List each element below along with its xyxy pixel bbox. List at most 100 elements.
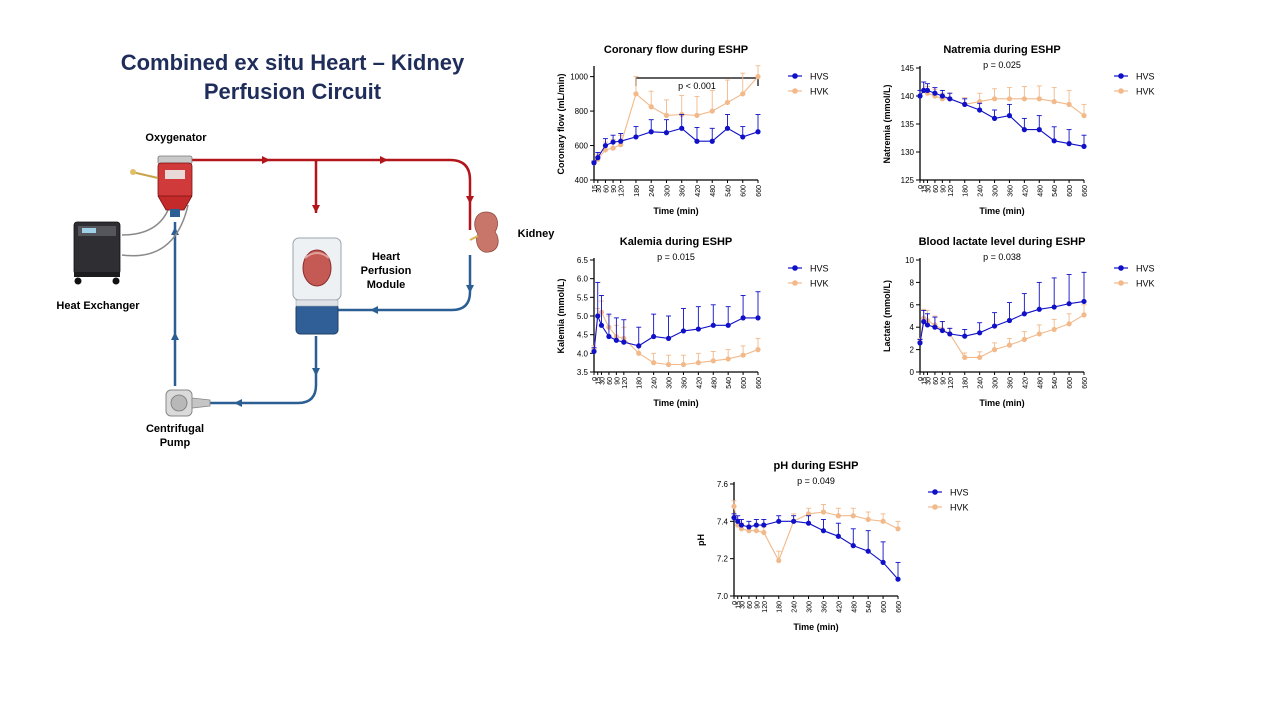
y-tick-label: 8 [910, 278, 915, 287]
data-point [1051, 326, 1057, 333]
x-tick-label: 120 [948, 185, 955, 197]
flow-arrow-icon [234, 399, 242, 407]
data-point [991, 347, 998, 353]
flow-arrow-icon [466, 285, 474, 293]
data-point [725, 322, 731, 328]
heat-exchanger-label: Heat Exchanger [56, 300, 140, 312]
legend-swatch-marker [1118, 280, 1124, 286]
x-tick-label: 480 [1037, 185, 1044, 197]
data-point [694, 112, 700, 118]
y-tick-label: 125 [901, 176, 915, 185]
x-tick-label: 120 [762, 601, 769, 613]
x-tick-label: 420 [696, 377, 703, 389]
y-tick-label: 0 [910, 368, 915, 377]
x-tick-label: 660 [756, 377, 763, 389]
data-point [755, 74, 761, 80]
y-tick-label: 1000 [570, 73, 588, 82]
x-tick-label: 660 [1082, 185, 1089, 197]
p-value-annotation: p = 0.049 [797, 476, 835, 486]
x-tick-label: 30 [599, 377, 606, 385]
data-point [991, 96, 998, 102]
legend-swatch-marker [1118, 88, 1124, 94]
x-tick-label: 300 [993, 185, 1000, 197]
data-point [835, 533, 841, 539]
x-tick-label: 540 [725, 185, 732, 197]
data-point [735, 518, 741, 524]
data-point [1066, 141, 1072, 147]
x-tick-label: 60 [607, 377, 614, 385]
legend-label: HVK [810, 279, 829, 289]
y-axis-label: Natremia (mmol/L) [882, 84, 892, 163]
x-tick-label: 420 [695, 185, 702, 197]
diagram-title-line2: Perfusion Circuit [203, 79, 382, 104]
x-tick-label: 0 [592, 377, 599, 381]
x-tick-label: 30 [596, 185, 603, 193]
data-point [776, 518, 782, 524]
data-point [753, 528, 759, 534]
data-point [776, 557, 782, 564]
x-tick-label: 60 [747, 601, 754, 609]
data-point [648, 104, 654, 110]
data-point [606, 333, 612, 340]
data-point [663, 112, 670, 118]
data-point [932, 324, 938, 330]
x-tick-label: 240 [978, 185, 985, 197]
data-point [761, 529, 767, 536]
centrifugal-pump-device [165, 389, 211, 417]
legend-label: HVS [810, 264, 829, 274]
data-point [613, 337, 619, 343]
series-line [593, 76, 759, 164]
series-line [919, 300, 1085, 343]
x-tick-label: 360 [1007, 185, 1014, 197]
data-point [1066, 321, 1072, 327]
flow-arrow-icon [380, 156, 388, 164]
x-tick-label: 240 [649, 185, 656, 197]
x-tick-label: 480 [711, 377, 718, 389]
series-hvs [591, 114, 761, 166]
data-point [917, 340, 923, 346]
y-tick-label: 10 [905, 256, 914, 265]
data-point [1006, 342, 1013, 348]
series-line [733, 506, 899, 562]
data-point [880, 518, 886, 524]
data-point [755, 129, 761, 135]
x-tick-label: 600 [1067, 377, 1074, 389]
data-point [602, 142, 609, 149]
x-tick-label: 540 [866, 601, 873, 613]
data-point [850, 543, 856, 549]
data-point [939, 327, 945, 334]
legend-swatch-marker [792, 280, 798, 286]
y-tick-label: 400 [575, 176, 589, 185]
data-point [1066, 301, 1072, 307]
y-tick-label: 7.4 [717, 517, 729, 526]
data-point [932, 90, 938, 96]
data-point [695, 360, 701, 366]
y-tick-label: 7.2 [717, 555, 729, 564]
x-tick-label: 120 [622, 377, 629, 389]
x-tick-label: 0 [918, 377, 925, 381]
x-tick-label: 480 [851, 601, 858, 613]
data-point [665, 361, 672, 368]
legend-label: HVK [950, 503, 969, 513]
series-hvs [917, 271, 1087, 346]
chart-title: Kalemia during ESHP [620, 236, 732, 248]
y-axis-label: pH [696, 534, 706, 546]
x-tick-label: 420 [836, 601, 843, 613]
x-tick-label: 240 [652, 377, 659, 389]
x-tick-label: 15 [736, 601, 743, 609]
data-point [731, 515, 737, 521]
legend-swatch-marker [792, 88, 798, 94]
data-point [1006, 317, 1013, 324]
legend-swatch-marker [932, 489, 938, 495]
diagram-title-line1: Combined ex situ Heart – Kidney [120, 50, 465, 75]
data-point [679, 125, 685, 131]
x-tick-label: 90 [940, 377, 947, 385]
data-point [738, 522, 745, 528]
data-point [805, 511, 812, 517]
data-point [710, 322, 716, 328]
data-point [633, 91, 639, 97]
p-value-annotation: p = 0.038 [983, 252, 1021, 262]
data-point [1081, 113, 1087, 119]
x-tick-label: 180 [634, 185, 641, 197]
